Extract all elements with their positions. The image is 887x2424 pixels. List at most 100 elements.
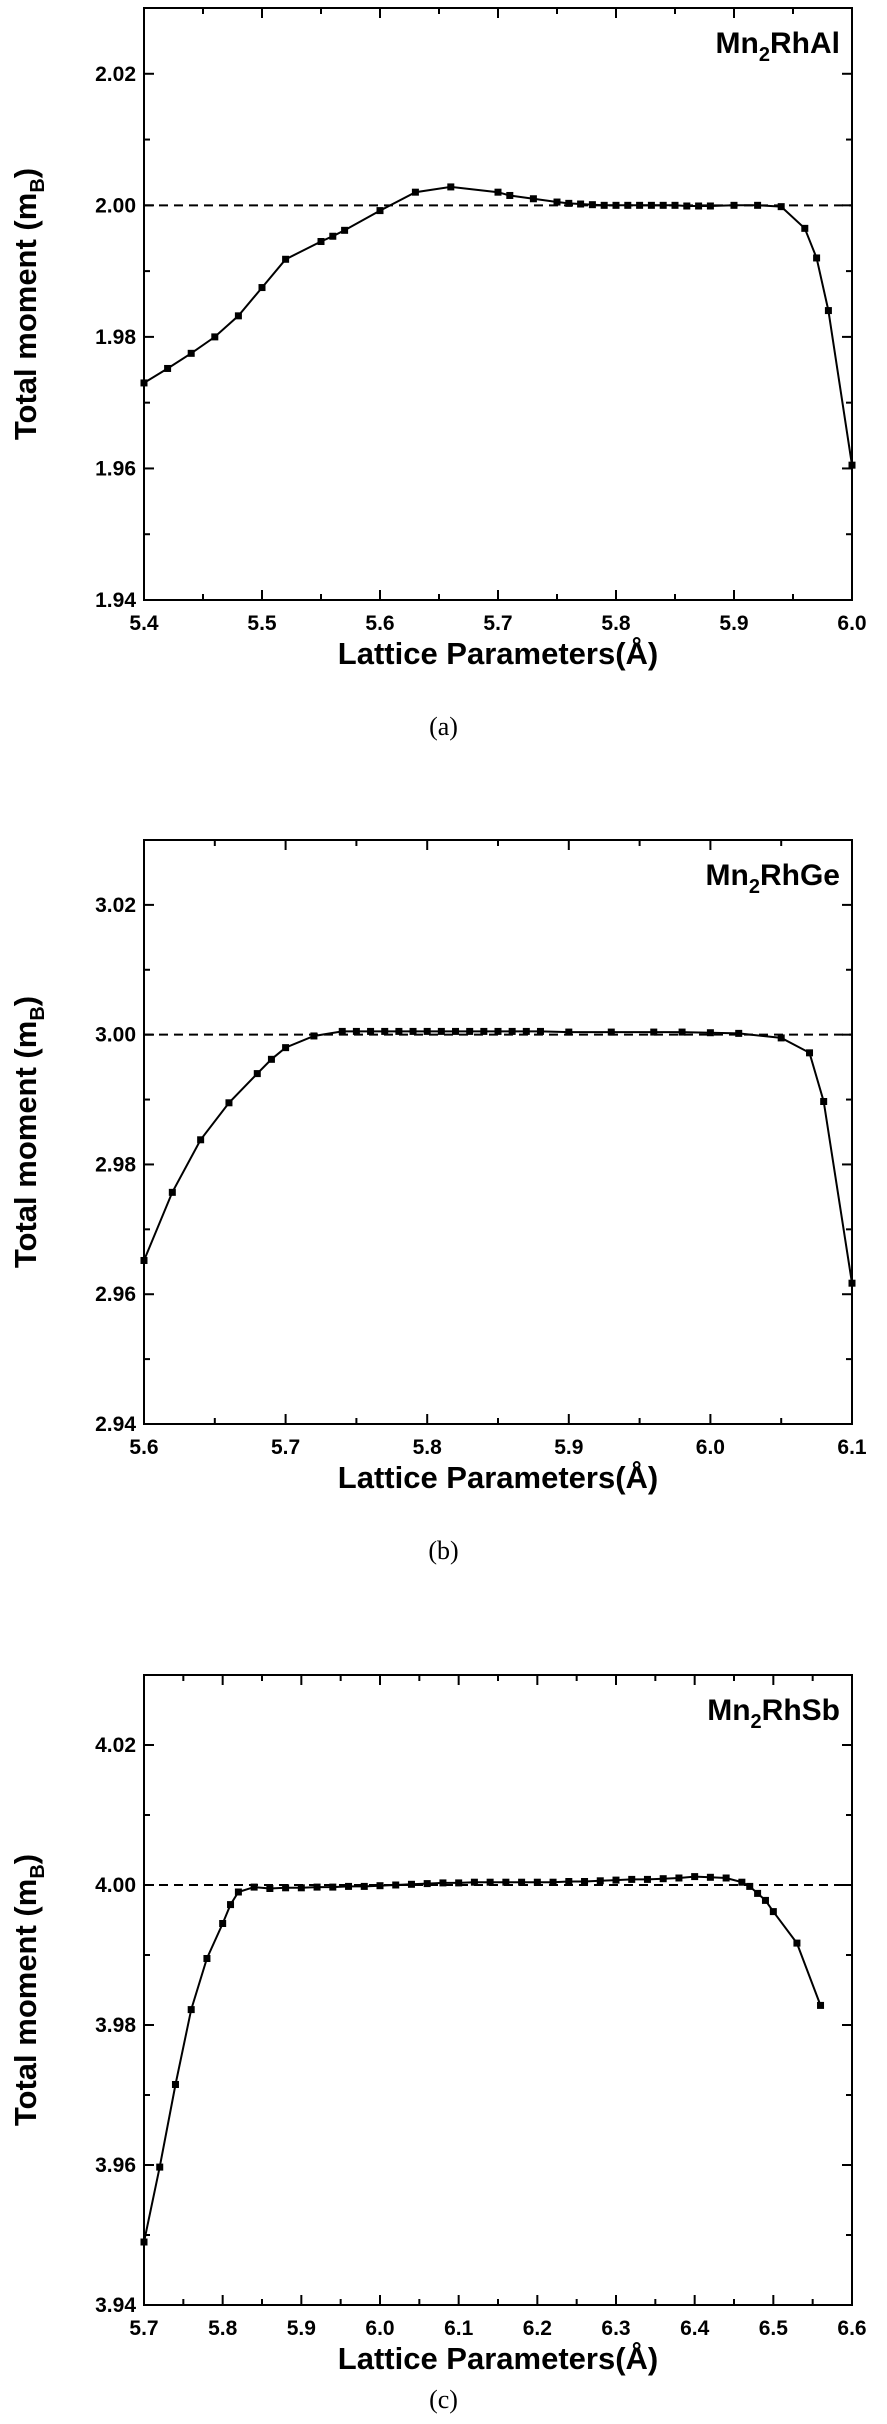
data-point: [801, 224, 809, 232]
data-point: [282, 1044, 290, 1052]
x-axis-title: Lattice Parameters(Å): [338, 636, 658, 671]
plot-frame: [143, 7, 853, 601]
data-point: [376, 1882, 384, 1890]
y-tick-label: 3.98: [95, 2014, 136, 2037]
data-point: [549, 1878, 557, 1886]
data-point: [253, 1070, 261, 1078]
x-tick-label: 6.0: [837, 612, 866, 635]
chart-panel-b: 5.6 5.7 5.8 5.9 6.0 6.1 2.94 2.96 2.98 3.00 3.02 M…: [0, 820, 887, 1495]
y-tick-label: 1.98: [95, 326, 136, 349]
data-point: [219, 1920, 227, 1927]
x-tick-label: 5.9: [554, 1436, 583, 1459]
x-tick-label: 5.7: [129, 2317, 158, 2340]
data-point: [565, 1028, 573, 1036]
x-tick-label: 5.6: [129, 1436, 158, 1459]
data-point: [806, 1049, 814, 1057]
data-point: [612, 201, 620, 209]
x-tick-label: 5.8: [208, 2317, 238, 2340]
data-point: [140, 379, 148, 387]
data-point: [769, 1908, 777, 1916]
data-point: [553, 198, 561, 206]
data-point: [140, 1256, 148, 1264]
data-point: [338, 1027, 346, 1035]
data-point: [423, 1880, 431, 1888]
x-tick-label: 5.6: [365, 612, 394, 635]
data-point: [761, 1896, 769, 1904]
data-point: [533, 1878, 541, 1886]
data-point: [730, 201, 738, 209]
data-point: [624, 201, 632, 209]
y-tick-label: 3.02: [95, 894, 136, 917]
data-point: [367, 1027, 375, 1035]
data-point: [502, 1878, 510, 1886]
data-point: [628, 1875, 636, 1883]
data-point: [480, 1027, 488, 1035]
data-series-line: [143, 1030, 853, 1284]
data-point: [529, 195, 537, 203]
data-point: [234, 1888, 242, 1896]
data-point: [643, 1875, 651, 1883]
data-point: [793, 1939, 801, 1947]
data-point: [824, 307, 832, 315]
data-point: [722, 1874, 730, 1882]
data-point: [345, 1882, 353, 1890]
x-tick-label: 6.1: [444, 2317, 474, 2340]
data-point: [329, 232, 337, 240]
y-tick-label: 2.00: [95, 194, 136, 217]
data-point: [329, 1883, 337, 1891]
data-point: [227, 1901, 235, 1909]
y-axis-title: Total moment (mB): [8, 168, 49, 440]
data-point: [266, 1885, 274, 1892]
data-point: [187, 349, 195, 357]
y-tick-label: 2.98: [95, 1153, 136, 1176]
x-tick-label: 6.0: [696, 1436, 725, 1459]
compound-label: Mn2RhGe: [706, 859, 840, 898]
data-point: [341, 226, 349, 234]
data-point: [506, 191, 514, 199]
data-point: [466, 1027, 474, 1035]
y-tick-label: 1.94: [95, 589, 136, 612]
data-point: [678, 1028, 686, 1036]
plot-frame: [143, 1674, 853, 2306]
data-point: [508, 1027, 516, 1035]
chart-panel-a: 5.4 5.5 5.6 5.7 5.8 5.9 6.0 1.94 1.96 1.98 2.00 2.0…: [0, 0, 887, 671]
y-tick-label: 3.96: [95, 2154, 136, 2177]
data-point: [234, 312, 242, 320]
x-tick-label: 6.6: [837, 2317, 866, 2340]
data-point: [282, 255, 290, 263]
data-point: [754, 1889, 762, 1897]
y-tick-label: 2.94: [95, 1413, 136, 1436]
data-point: [777, 1034, 785, 1042]
caption-c: (c): [429, 2385, 458, 2414]
x-tick-label: 5.7: [271, 1436, 300, 1459]
data-point: [395, 1027, 403, 1035]
data-point: [706, 202, 714, 210]
data-series-line: [143, 1875, 822, 2243]
data-point: [250, 1883, 258, 1891]
data-point: [706, 1873, 714, 1881]
data-point: [746, 1882, 754, 1890]
data-point: [439, 1879, 447, 1887]
x-tick-label: 6.5: [759, 2317, 789, 2340]
data-point: [536, 1027, 544, 1035]
data-point: [297, 1884, 305, 1892]
x-tick-label: 5.5: [247, 612, 277, 635]
x-tick-label: 5.8: [601, 612, 631, 635]
data-point: [392, 1881, 400, 1889]
data-point: [754, 201, 762, 209]
data-point: [376, 207, 384, 215]
data-point: [848, 461, 856, 469]
x-tick-label: 5.7: [483, 612, 512, 635]
data-point: [381, 1027, 389, 1035]
data-point: [407, 1880, 415, 1888]
compound-label: Mn2RhAl: [716, 27, 840, 66]
data-point: [650, 1028, 658, 1036]
x-tick-label: 5.9: [287, 2317, 316, 2340]
data-point: [612, 1876, 620, 1884]
data-point: [581, 1878, 589, 1885]
data-point: [777, 203, 785, 211]
chart-svg-a: 5.4 5.5 5.6 5.7 5.8 5.9 6.0 1.94 1.96 1.98 2.00 2.0…: [8, 7, 867, 671]
data-point: [522, 1027, 530, 1035]
x-axis-title: Lattice Parameters(Å): [338, 1460, 658, 1495]
data-point: [164, 364, 172, 372]
